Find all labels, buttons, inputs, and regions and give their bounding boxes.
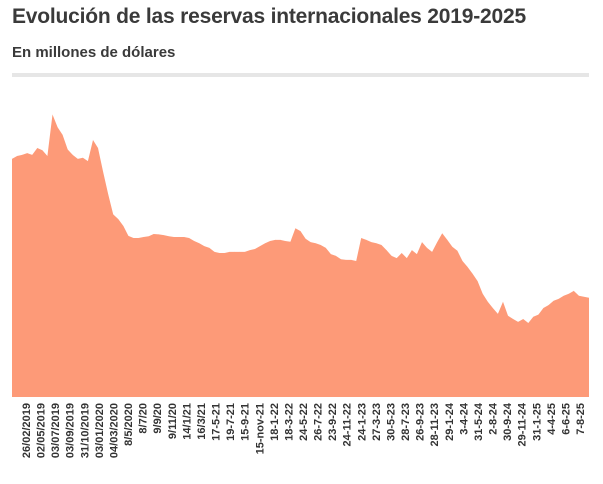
x-tick-label: 03/01/2020 — [94, 403, 106, 458]
x-tick-label: 8/7/20 — [138, 403, 150, 434]
x-tick-label: 03/09/2019 — [65, 403, 77, 458]
x-tick-label: 7-8-25 — [575, 403, 587, 435]
x-tick-label: 9/11/20 — [167, 403, 179, 439]
x-tick-label: 31/10/2019 — [79, 403, 91, 458]
x-tick-label: 26-9-23 — [415, 403, 427, 441]
x-tick-label: 3-4-24 — [458, 402, 470, 435]
plot-area — [11, 114, 590, 397]
x-tick-label: 23-9-22 — [327, 403, 339, 441]
x-tick-label: 8/5/2020 — [123, 403, 135, 446]
x-tick-label: 31-1-25 — [531, 403, 543, 441]
x-tick-label: 02/05/2019 — [36, 403, 48, 458]
chart-title: Evolución de las reservas internacionale… — [12, 5, 526, 28]
reserves-area-series — [12, 114, 589, 397]
chart-subtitle: En millones de dólares — [12, 44, 176, 61]
x-tick-label: 4-4-25 — [546, 403, 558, 435]
x-tick-label: 27-3-23 — [371, 403, 383, 441]
x-tick-label: 15-nov-21 — [254, 403, 266, 454]
x-tick-label: 29-11-24 — [517, 402, 529, 446]
x-tick-label: 04/03/2020 — [109, 403, 121, 458]
x-tick-label: 6-6-25 — [560, 403, 572, 435]
x-tick-label: 18-3-22 — [283, 403, 295, 441]
x-tick-label: 19-7-21 — [225, 403, 237, 441]
x-axis-tick-labels: 26/02/2019 02/05/2019 03/07/2019 03/09/2019… — [21, 402, 587, 458]
x-tick-label: 14/1/21 — [181, 403, 193, 440]
x-tick-label: 28-7-23 — [400, 403, 412, 441]
x-tick-label: 16/3/21 — [196, 403, 208, 440]
x-tick-label: 24-11-22 — [342, 403, 354, 446]
x-tick-label: 30-5-23 — [386, 403, 398, 441]
x-tick-label: 24-1-23 — [356, 403, 368, 441]
x-tick-label: 17-5-21 — [211, 403, 223, 441]
x-tick-label: 26-7-22 — [313, 403, 325, 441]
header-divider — [12, 73, 589, 77]
x-tick-label: 28-11-23 — [429, 403, 441, 446]
x-tick-label: 15-9-21 — [240, 403, 252, 441]
x-tick-label: 9/9/20 — [152, 403, 164, 434]
x-tick-label: 24-5-22 — [298, 403, 310, 441]
x-tick-label: 03/07/2019 — [50, 403, 62, 458]
x-tick-label: 18-1-22 — [269, 403, 281, 441]
x-tick-label: 2-8-24 — [488, 402, 500, 435]
x-tick-label: 29-1-24 — [444, 402, 456, 441]
x-tick-label: 26/02/2019 — [21, 403, 33, 458]
x-tick-label: 30-9-24 — [502, 402, 514, 441]
x-tick-label: 31-5-24 — [473, 402, 485, 441]
